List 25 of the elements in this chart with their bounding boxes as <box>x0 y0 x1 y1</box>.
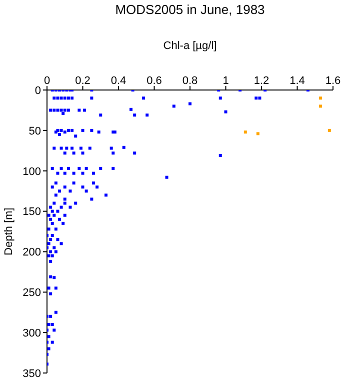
x-axis-title: Chl-a [µg/l] <box>162 40 218 52</box>
y-tick-label: 200 <box>22 246 41 259</box>
point <box>256 132 260 136</box>
y-tick-label: 100 <box>22 166 41 178</box>
x-tick-label: 0 <box>44 75 50 87</box>
y-tick-label: 150 <box>22 206 41 218</box>
point <box>244 130 247 134</box>
chart-title: MODS2005 in June, 1983 <box>114 2 266 17</box>
x-tick-label: 0.2 <box>75 75 90 87</box>
x-tick-label: 1.4 <box>290 75 305 87</box>
y-axis-title: Depth [m] <box>2 208 15 256</box>
x-tick-label: 0.8 <box>182 75 198 87</box>
point <box>328 128 331 132</box>
x-tick-label: 0.4 <box>110 75 126 87</box>
x-tick-label: 0.6 <box>146 75 162 87</box>
point <box>318 104 322 108</box>
x-tick-label: 1.6 <box>325 75 341 87</box>
point <box>318 96 322 100</box>
y-tick-label: 250 <box>22 287 41 300</box>
y-tick-label: 300 <box>22 327 41 340</box>
y-tick-label: 350 <box>22 368 41 380</box>
y-tick-label: 50 <box>28 125 41 138</box>
x-tick-label: 1.2 <box>254 75 270 87</box>
x-tick-label: 1 <box>222 75 229 87</box>
y-tick-label: 0 <box>34 84 41 97</box>
